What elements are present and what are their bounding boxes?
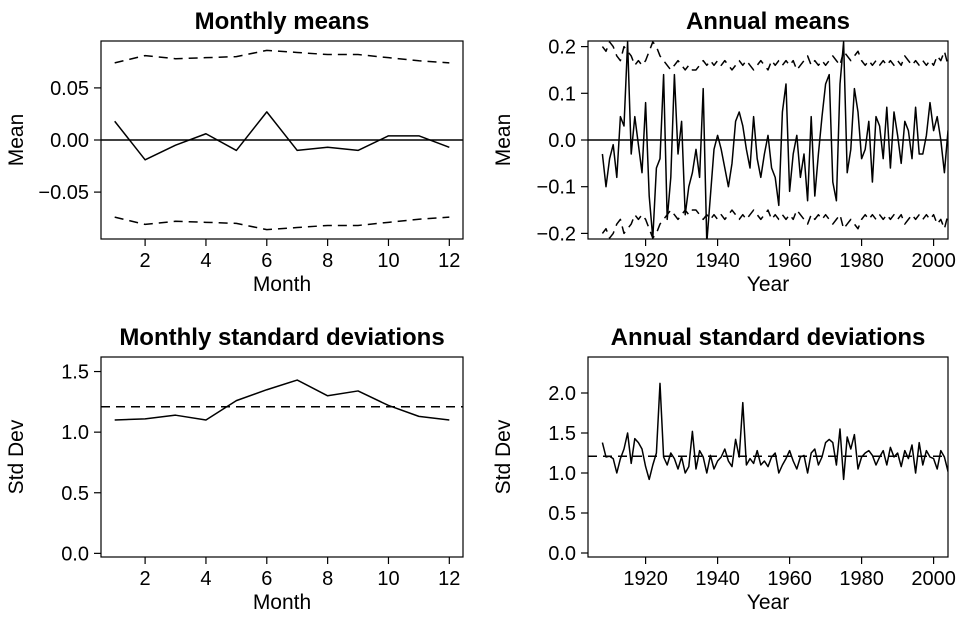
y-tick-label: −0.2: [537, 223, 576, 245]
y-axis-label: Mean: [5, 114, 28, 167]
x-tick-label: 1980: [839, 250, 884, 272]
x-axis-label: Month: [253, 273, 311, 296]
x-tick-label: 2: [140, 250, 151, 272]
y-tick-label: 0.1: [548, 83, 576, 105]
confidence-band-line: [114, 49, 450, 64]
y-tick-label: 1.0: [61, 422, 89, 444]
y-tick-label: −0.1: [537, 177, 576, 199]
x-tick-label: 4: [200, 250, 211, 272]
y-axis-label: Std Dev: [492, 419, 515, 494]
y-tick-label: 0.05: [50, 78, 89, 100]
plot-area: [101, 49, 463, 231]
data-series-line: [601, 382, 948, 481]
confidence-band-line: [114, 216, 450, 231]
y-tick-label: 0.0: [61, 543, 89, 565]
chart-panel-4: Annual standard deviations 1920 1940 1960 19…: [492, 324, 956, 614]
y-tick-label: 1.5: [61, 362, 89, 384]
y-tick-label: 0.00: [50, 130, 89, 152]
x-tick-label: 1980: [839, 568, 884, 590]
confidence-band-line: [601, 41, 948, 71]
y-tick-label: 2.0: [548, 383, 576, 405]
x-axis-label: Year: [747, 591, 789, 614]
x-tick-label: 6: [261, 250, 272, 272]
confidence-band-line: [601, 209, 948, 239]
x-tick-label: 1920: [623, 250, 668, 272]
y-tick-label: 0.2: [548, 37, 576, 59]
x-tick-label: 2000: [911, 568, 956, 590]
plot-frame: [100, 356, 464, 558]
x-tick-label: 2: [140, 568, 151, 590]
y-tick-label: 0.5: [61, 483, 89, 505]
x-axis-label: Year: [747, 273, 789, 296]
x-tick-label: 8: [322, 568, 333, 590]
chart-panel-2: Annual means 1920 1940 1960 1980 2000 −0.2 −0.1…: [492, 8, 956, 296]
x-tick-label: 1960: [767, 250, 812, 272]
y-tick-label: 0.0: [548, 543, 576, 565]
chart-panel-1: Monthly means 2 4 6 8 10 12 −0.05 0.00 0.05 Month M…: [5, 8, 464, 296]
y-tick-label: 1.5: [548, 423, 576, 445]
data-series-line: [601, 41, 948, 239]
x-tick-label: 1960: [767, 568, 812, 590]
x-axis-label: Month: [253, 591, 311, 614]
y-tick-label: 1.0: [548, 463, 576, 485]
data-series-line: [114, 111, 450, 161]
chart-title: Monthly standard deviations: [119, 324, 444, 351]
y-tick-label: 0.5: [548, 503, 576, 525]
x-tick-label: 12: [438, 250, 460, 272]
data-series-line: [114, 379, 450, 421]
x-tick-label: 10: [377, 568, 399, 590]
x-tick-label: 8: [322, 250, 333, 272]
chart-title: Annual standard deviations: [611, 324, 926, 351]
y-tick-label: −0.05: [38, 182, 89, 204]
x-tick-label: 2000: [911, 250, 956, 272]
x-tick-label: 6: [261, 568, 272, 590]
plot-area: [101, 379, 463, 421]
chart-panel-3: Monthly standard deviations 2 4 6 8 10 12 0.0 0.…: [5, 324, 464, 614]
x-tick-label: 1920: [623, 568, 668, 590]
x-tick-label: 4: [200, 568, 211, 590]
x-tick-label: 12: [438, 568, 460, 590]
y-axis-label: Std Dev: [5, 419, 28, 494]
plot-area: [588, 382, 948, 481]
x-tick-label: 1940: [695, 568, 740, 590]
x-tick-label: 1940: [695, 250, 740, 272]
y-axis-label: Mean: [492, 114, 515, 167]
x-tick-label: 10: [377, 250, 399, 272]
plot-area: [588, 41, 948, 239]
y-tick-label: 0.0: [548, 130, 576, 152]
chart-title: Annual means: [686, 8, 850, 35]
chart-title: Monthly means: [195, 8, 370, 35]
plot-frame: [587, 356, 949, 558]
